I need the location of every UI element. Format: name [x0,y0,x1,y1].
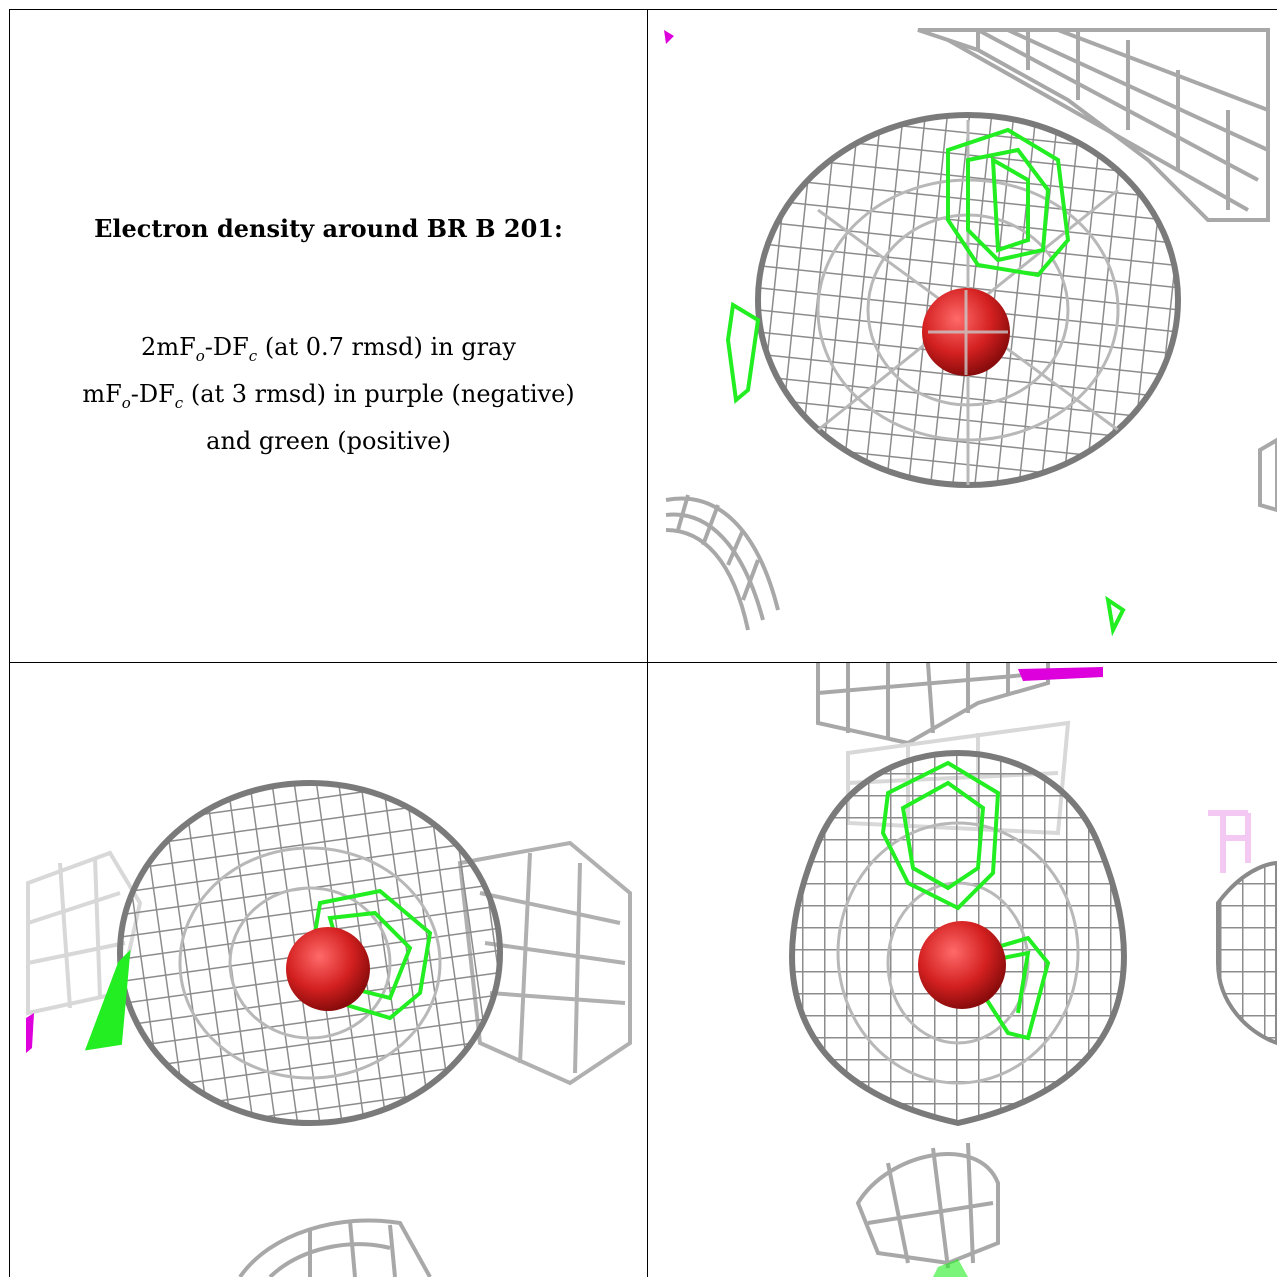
divider-center [9,662,1277,663]
positive-density-green [725,127,1126,637]
bromine-atom [918,921,1006,1009]
legend-line-gray: 2mFo-DFc (at 0.7 rmsd) in gray [141,333,516,365]
density-view-bottom-left [10,663,647,1277]
mesh-fragment-bottom [855,1142,1000,1269]
density-view-top-right [648,10,1277,662]
mesh-fragment-right [457,840,632,1086]
negative-density-purple [26,1013,34,1053]
divider-left [9,10,10,1277]
divider-middle [647,10,648,1277]
negative-density-purple [664,30,674,44]
mesh-fragment-top [917,28,1270,222]
legend-line-difference: mFo-DFc (at 3 rmsd) in purple (negative) [82,379,575,412]
caption-legend: 2mFo-DFc (at 0.7 rmsd) in gray mFo-DFc (… [10,328,647,460]
bromine-atom [286,927,370,1011]
legend-line-positive: and green (positive) [206,426,451,455]
density-view-bottom-right [648,663,1277,1277]
divider-top [9,9,1277,10]
negative-density-purple [1018,667,1103,681]
mesh-fragment-bottom [238,1218,432,1277]
mesh-fragment-left [665,494,780,631]
caption-panel: Electron density around BR B 201: 2mFo-D… [10,10,647,662]
caption-title: Electron density around BR B 201: [94,214,563,243]
